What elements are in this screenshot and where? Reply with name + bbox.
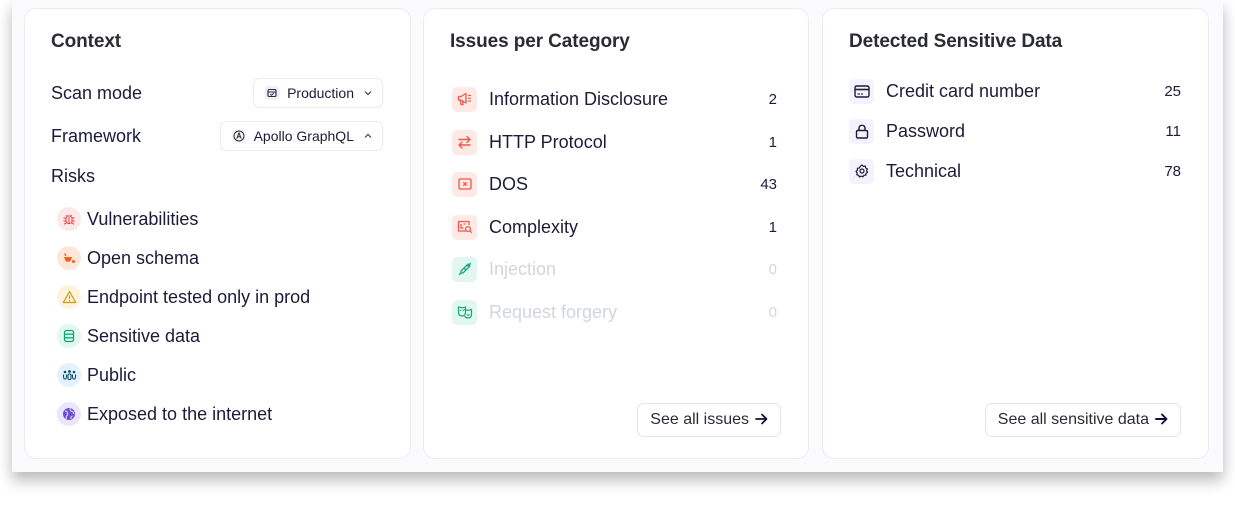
button-label: See all issues (650, 411, 749, 428)
risk-label: Exposed to the internet (87, 403, 273, 424)
issue-label: HTTP Protocol (489, 131, 607, 152)
risk-item: Sensitive data (57, 324, 200, 348)
sensitive-label: Credit card number (886, 80, 1041, 101)
sensitive-count: 78 (1164, 162, 1181, 180)
scan-mode-value: Production (287, 85, 354, 101)
see-all-issues-button[interactable]: See all issues (637, 403, 781, 437)
risks-label: Risks (51, 166, 95, 186)
database-icon (57, 324, 81, 348)
sensitive-count: 25 (1164, 82, 1181, 100)
issues-card: Issues per Category Information Disclosu… (423, 8, 809, 459)
issue-count: 1 (768, 133, 777, 151)
scan-mode-select[interactable]: Production (253, 78, 383, 108)
risk-label: Sensitive data (87, 325, 201, 346)
issue-count: 2 (768, 90, 777, 108)
sensitive-count: 11 (1165, 122, 1181, 140)
issue-label: Request forgery (489, 301, 618, 322)
risk-label: Open schema (87, 247, 200, 268)
issue-row[interactable]: Request forgery 0 (452, 299, 777, 325)
credit-card-icon (849, 78, 874, 104)
issue-row[interactable]: Injection 0 (452, 256, 777, 282)
sensitive-row[interactable]: Technical 78 (849, 158, 1181, 184)
issue-row[interactable]: DOS 43 (452, 171, 777, 197)
issue-label: DOS (489, 173, 529, 194)
risk-item: Open schema (57, 246, 199, 270)
card-title: Detected Sensitive Data (849, 31, 1063, 52)
issue-count: 1 (768, 218, 777, 236)
risk-label: Vulnerabilities (87, 208, 199, 229)
issue-count: 43 (760, 175, 777, 193)
megaphone-icon (452, 86, 477, 112)
lock-icon (849, 118, 874, 144)
sensitive-data-card: Detected Sensitive Data Credit card numb… (822, 8, 1209, 459)
see-all-sensitive-data-button[interactable]: See all sensitive data (984, 403, 1181, 437)
framework-select[interactable]: Apollo GraphQL (219, 121, 383, 151)
framework-label: Framework (51, 126, 142, 146)
risk-item: Exposed to the internet (57, 402, 272, 426)
syringe-icon (452, 256, 477, 282)
issue-count: 0 (768, 260, 777, 278)
issue-count: 0 (768, 303, 777, 321)
card-title: Issues per Category (450, 31, 630, 52)
warning-icon (57, 285, 81, 309)
arrow-right-icon (1155, 410, 1168, 430)
search-code-icon (452, 214, 477, 240)
paint-bucket-icon (57, 246, 81, 270)
button-label: See all sensitive data (997, 411, 1149, 428)
issue-row[interactable]: HTTP Protocol 1 (452, 129, 777, 155)
card-title: Context (51, 31, 122, 52)
arrows-exchange-icon (452, 129, 477, 155)
issue-label: Injection (489, 258, 557, 279)
risk-label: Endpoint tested only in prod (87, 286, 311, 307)
sensitive-label: Password (886, 120, 966, 141)
issue-label: Complexity (489, 216, 579, 237)
scan-mode-label: Scan mode (51, 83, 143, 103)
risk-item: Endpoint tested only in prod (57, 285, 310, 309)
risk-item: Public (57, 363, 136, 387)
x-square-icon (452, 171, 477, 197)
sensitive-row[interactable]: Password 11 (849, 118, 1181, 144)
people-icon (57, 363, 81, 387)
gear-icon (849, 158, 874, 184)
context-card: Context Scan mode Production Framework A… (24, 8, 411, 459)
risk-item: Vulnerabilities (57, 207, 198, 231)
calendar-check-icon (265, 86, 280, 100)
framework-value: Apollo GraphQL (253, 128, 354, 144)
apollo-icon (231, 129, 246, 143)
bug-icon (57, 207, 81, 231)
arrow-right-icon (755, 410, 768, 430)
issue-row[interactable]: Information Disclosure 2 (452, 86, 777, 112)
chevron-down-icon (364, 88, 372, 98)
issue-label: Information Disclosure (489, 88, 669, 109)
sensitive-row[interactable]: Credit card number 25 (849, 78, 1181, 104)
masks-icon (452, 299, 477, 325)
issue-row[interactable]: Complexity 1 (452, 214, 777, 240)
globe-icon (57, 402, 81, 426)
sensitive-label: Technical (886, 160, 962, 181)
chevron-up-icon (364, 131, 372, 141)
risk-label: Public (87, 364, 137, 385)
